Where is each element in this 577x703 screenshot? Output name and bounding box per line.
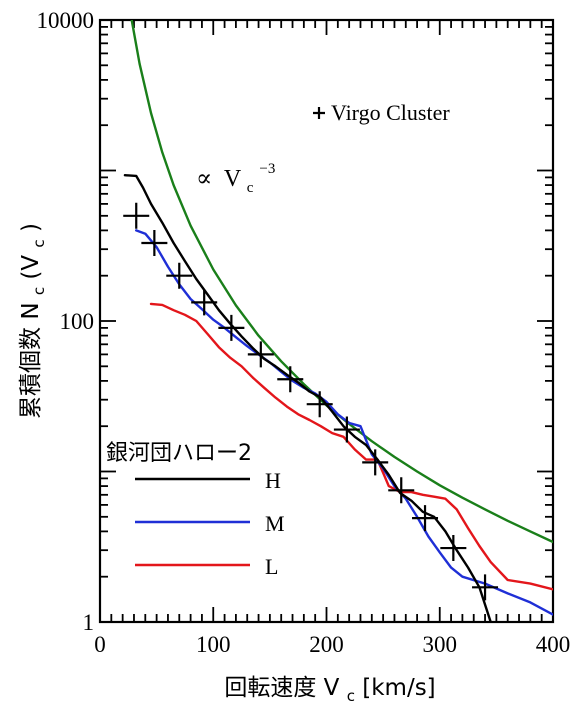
virgo-data-point	[440, 535, 467, 562]
power-law-label: ∝ V c −3	[196, 161, 275, 198]
y-axis-label-mid: (V	[18, 255, 44, 280]
virgo-data-point	[333, 416, 360, 443]
virgo-data-point	[247, 341, 274, 368]
virgo-legend-label: Virgo Cluster	[331, 100, 450, 125]
axis-ticks	[99, 19, 554, 623]
y-axis-label-sub2: c	[30, 239, 48, 247]
power-law-sup: −3	[259, 161, 275, 177]
x-axis-label-tail: [km/s]	[362, 675, 435, 701]
virgo-legend-marker	[313, 107, 325, 119]
virgo-data-point	[277, 366, 304, 393]
y-tick-label: 1	[83, 610, 95, 635]
series-lines	[123, 20, 553, 622]
x-axis-label: 回転速度 V c [km/s]	[224, 675, 435, 703]
y-axis-label-tail: )	[18, 223, 44, 232]
virgo-data-point	[388, 477, 415, 504]
legend-label-l: L	[265, 554, 278, 579]
virgo-data-point	[472, 574, 499, 601]
plot-frame	[98, 18, 555, 624]
x-tick-label: 100	[196, 632, 231, 657]
legend: 銀河団ハロー2 H M L	[106, 441, 285, 579]
y-tick-label: 100	[60, 309, 95, 334]
series-line-h	[123, 174, 492, 622]
y-axis-label-main: 累積個数 N	[18, 302, 44, 419]
series-line-m	[135, 229, 553, 616]
x-axis-label-main: 回転速度 V	[224, 675, 339, 701]
virgo-data-point	[218, 314, 245, 341]
virgo-data-point	[191, 289, 218, 316]
virgo-data-point	[362, 449, 389, 476]
series-line-l	[149, 302, 553, 591]
power-law-sub: c	[247, 180, 254, 196]
virgo-data-point	[166, 262, 193, 289]
virgo-markers	[123, 202, 499, 601]
legend-label-m: M	[265, 511, 285, 536]
y-axis-label-sub: c	[30, 287, 48, 295]
power-law-prop: ∝	[196, 166, 212, 192]
virgo-data-point	[412, 505, 439, 532]
x-tick-label: 300	[423, 632, 458, 657]
virgo-data-point	[141, 229, 168, 256]
x-tick-label: 200	[309, 632, 344, 657]
y-axis-label: 累積個数 N c (V c )	[18, 223, 50, 419]
power-law-v: V	[224, 166, 242, 192]
virgo-data-point	[123, 202, 150, 229]
legend-title: 銀河団ハロー2	[106, 441, 252, 466]
virgo-data-point	[306, 391, 333, 418]
x-tick-label: 400	[536, 632, 571, 657]
x-axis-label-sub: c	[347, 687, 355, 703]
legend-label-h: H	[265, 468, 281, 493]
x-tick-label: 0	[94, 632, 106, 657]
tick-labels: 0 100 200 300 400 1 100 10000	[37, 8, 571, 657]
virgo-legend: Virgo Cluster	[313, 100, 450, 125]
plot-frame-rect	[98, 18, 555, 624]
y-tick-label: 10000	[37, 8, 95, 33]
